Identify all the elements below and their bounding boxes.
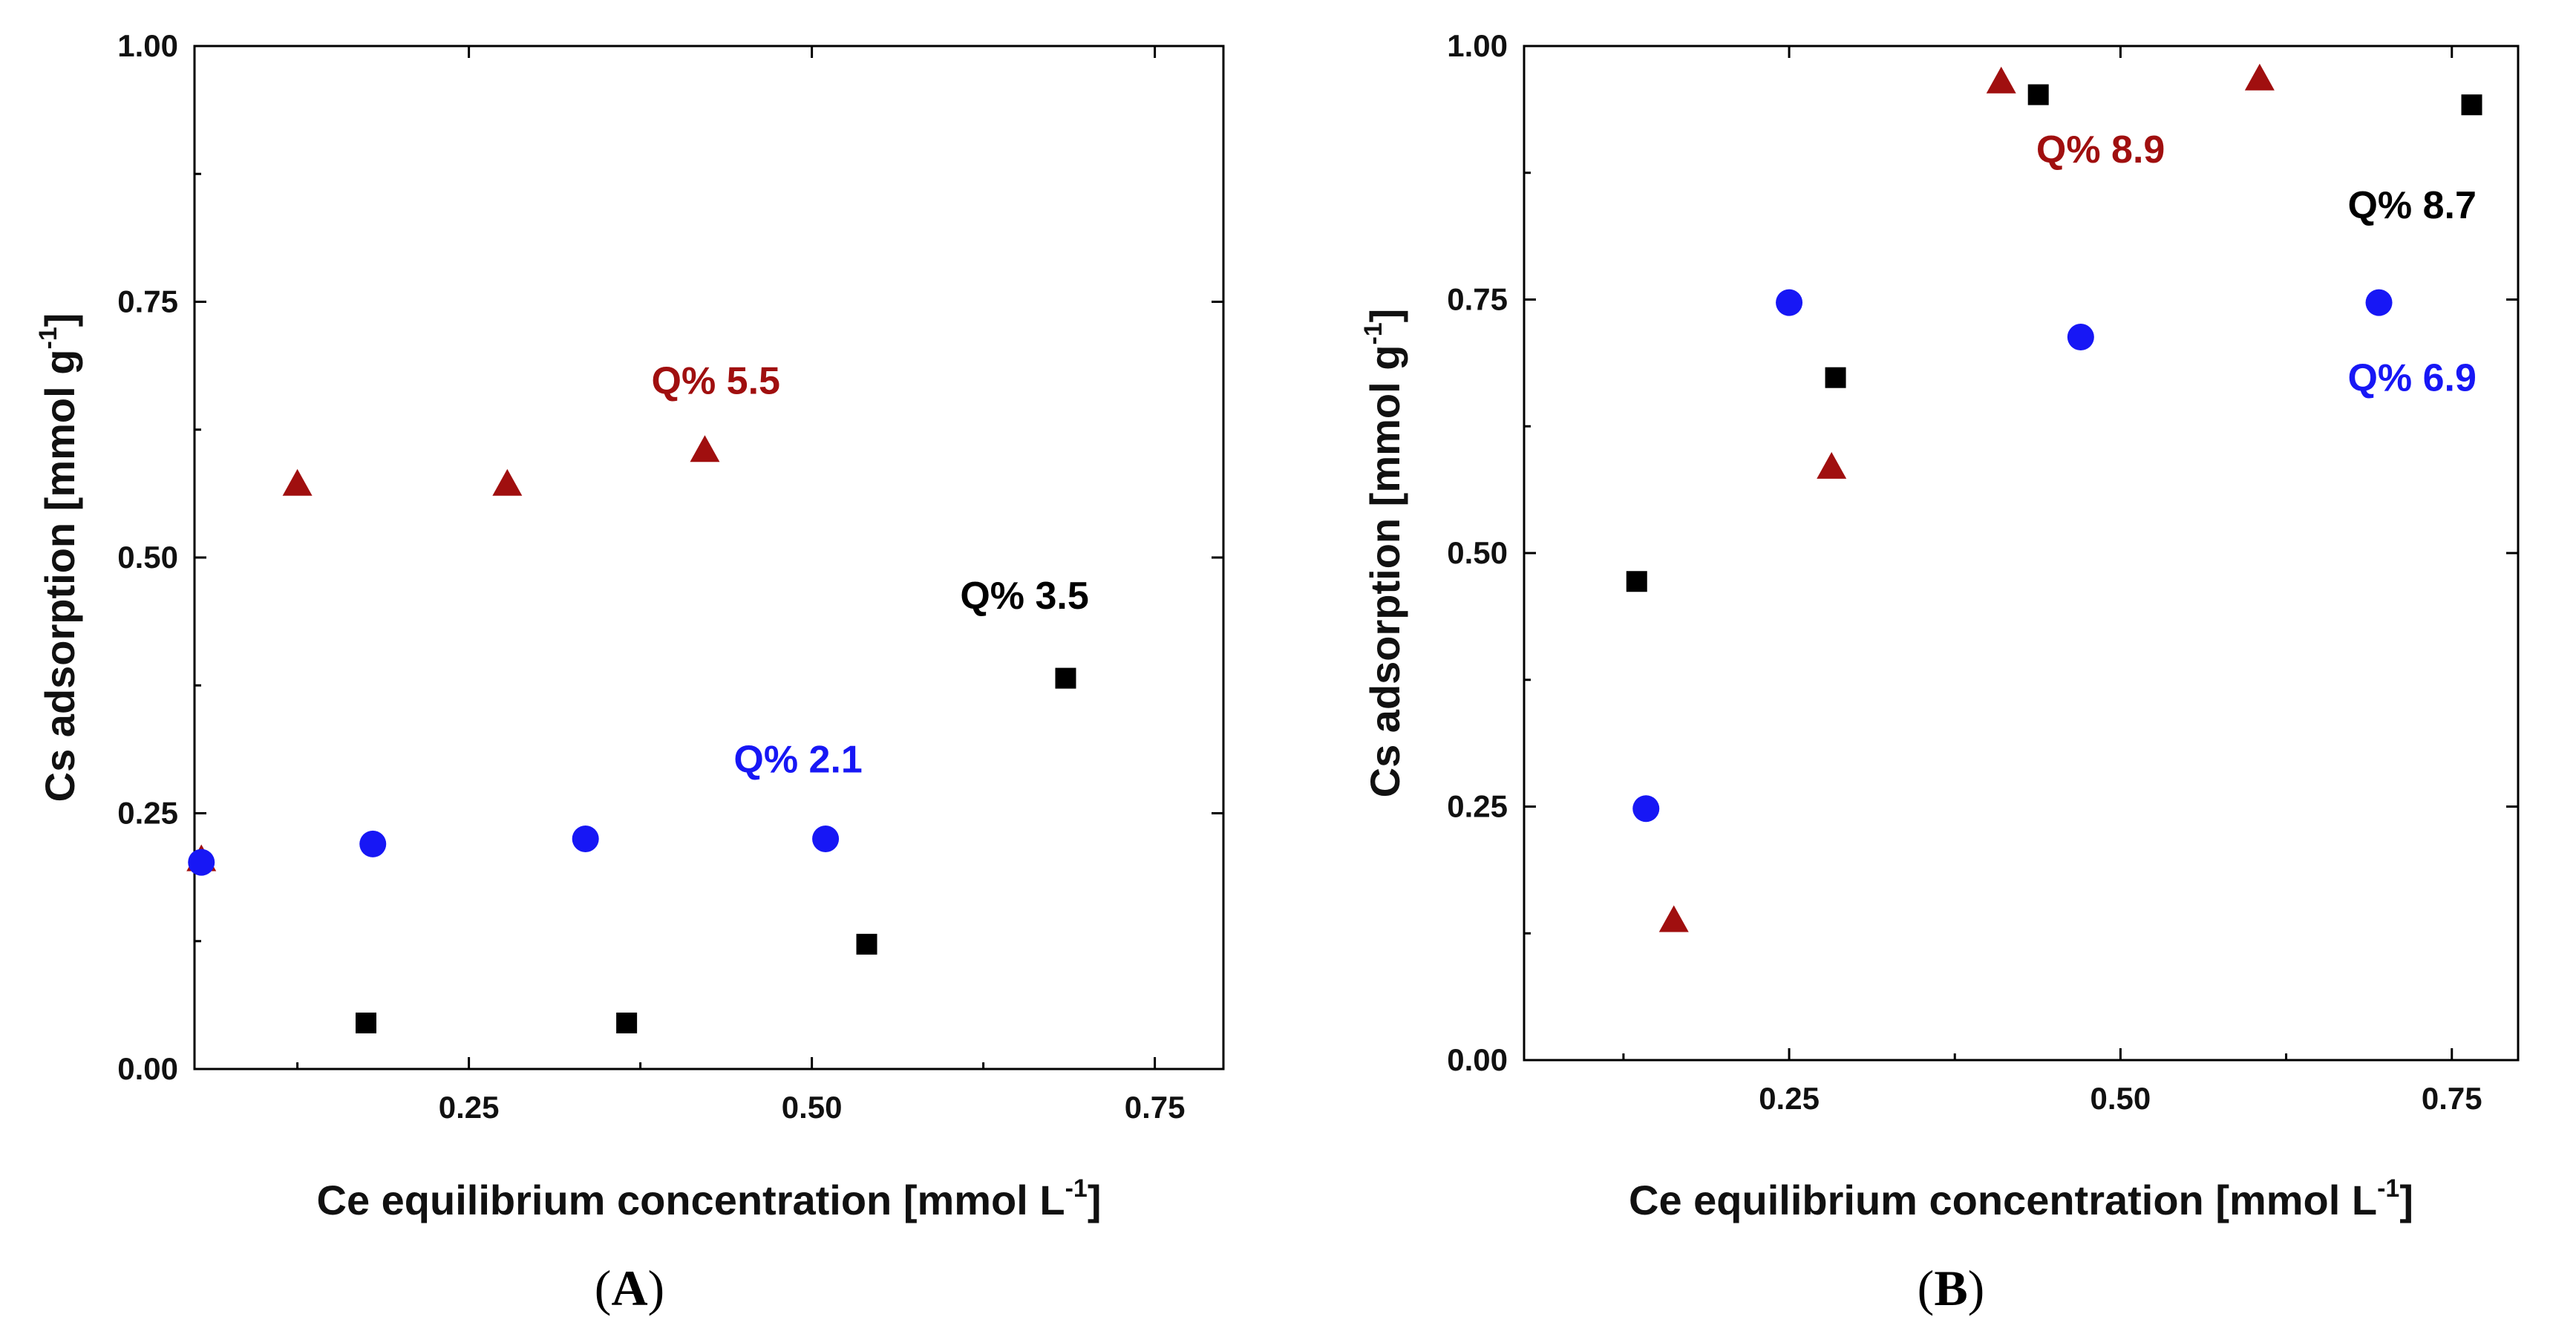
annotation-label: Q% 3.5 [960,575,1088,618]
x-axis-title-b: Ce equilibrium concentration [mmol L-1] [1629,1174,2413,1223]
y-tick-label-b: 0.50 [1447,535,1508,570]
x-axis-title-close: ] [1088,1177,1102,1223]
x-axis-title-text: Ce equilibrium concentration [mmol L [1629,1177,2377,1223]
x-axis-title-text: Ce equilibrium concentration [mmol L [317,1177,1065,1223]
square-point-black [1055,667,1076,689]
x-tick-label-b: 0.50 [2090,1081,2151,1116]
square-point-black [2027,84,2049,105]
y-axis-title-close: ] [1361,309,1408,323]
annotation-label: Q% 8.9 [2036,128,2165,171]
y-tick-label-a: 0.75 [117,284,178,319]
circle-point-blue [1776,289,1803,316]
y-tick-label-b: 0.75 [1447,282,1508,317]
x-tick-label-b: 0.25 [1759,1081,1820,1116]
annotation-label: Q% 8.7 [2347,184,2476,227]
panel-label-close: ) [1968,1260,1985,1316]
plot-frame-a [193,45,1225,1070]
annotation-label: Q% 5.5 [652,360,780,403]
y-axis-title-text: Cs adsorption [mmol g [1361,345,1408,798]
panel-label-letter: B [1934,1260,1967,1316]
x-axis-title-sup: -1 [1065,1174,1088,1203]
triangle-point-red [1986,66,2016,94]
square-point-black [616,1012,638,1033]
triangle-point-red [1658,905,1689,932]
panel-label-a: (A) [595,1260,664,1316]
panel-label-letter: A [611,1260,647,1316]
x-tick-label-a: 0.25 [439,1090,500,1125]
circle-point-blue [2067,324,2094,351]
circle-point-blue [1632,795,1660,823]
x-axis-title-a: Ce equilibrium concentration [mmol L-1] [317,1174,1102,1223]
triangle-point-red [1817,451,1847,479]
y-tick-label-a: 0.00 [117,1051,178,1086]
y-axis-title-sup: -1 [1359,322,1387,344]
y-axis-title-a: Cs adsorption [mmol g-1] [34,313,83,802]
x-tick-label-a: 0.75 [1125,1090,1186,1125]
x-axis-title-sup: -1 [2377,1174,2399,1203]
y-axis-title-close: ] [36,313,83,327]
annotation-label: Q% 6.9 [2347,356,2476,399]
triangle-point-red [2244,63,2275,91]
y-tick-label-a: 1.00 [117,28,178,63]
triangle-point-red [492,468,523,496]
square-point-black [2461,94,2482,116]
triangle-point-red [282,468,313,496]
square-point-black [1626,571,1647,592]
y-tick-label-b: 0.25 [1447,789,1508,824]
y-axis-title-sup: -1 [34,327,62,349]
y-tick-label-a: 0.50 [117,540,178,575]
x-tick-label-b: 0.75 [2422,1081,2482,1116]
triangle-point-red [690,435,720,462]
circle-point-blue [2365,289,2393,316]
circle-point-blue [572,825,599,852]
y-axis-title-text: Cs adsorption [mmol g [36,350,83,802]
x-axis-title-close: ] [2399,1177,2413,1223]
circle-point-blue [812,825,840,852]
panel-b: 0.00 0.25 0.50 0.75 1.00 0.25 0.50 0.75 Ce equil… [1359,28,2520,1316]
annotation-label: Q% 2.1 [733,738,862,781]
circle-point-blue [359,830,387,857]
panel-label-close: ) [648,1260,665,1316]
circle-point-blue [188,849,215,876]
x-tick-label-a: 0.50 [782,1090,843,1125]
square-point-black [1825,367,1846,388]
y-tick-label-a: 0.25 [117,796,178,831]
square-point-black [356,1012,376,1033]
y-tick-label-b: 1.00 [1447,28,1508,63]
panel-label-open: ( [595,1260,612,1316]
y-tick-label-b: 0.00 [1447,1042,1508,1077]
panel-label-open: ( [1918,1260,1935,1316]
panel-a: 0.00 0.25 0.50 0.75 1.00 0.25 0.50 0.75 Ce equil… [34,28,1225,1316]
panel-label-b: (B) [1918,1260,1985,1316]
square-point-black [856,933,877,955]
y-axis-title-b: Cs adsorption [mmol g-1] [1359,309,1408,798]
